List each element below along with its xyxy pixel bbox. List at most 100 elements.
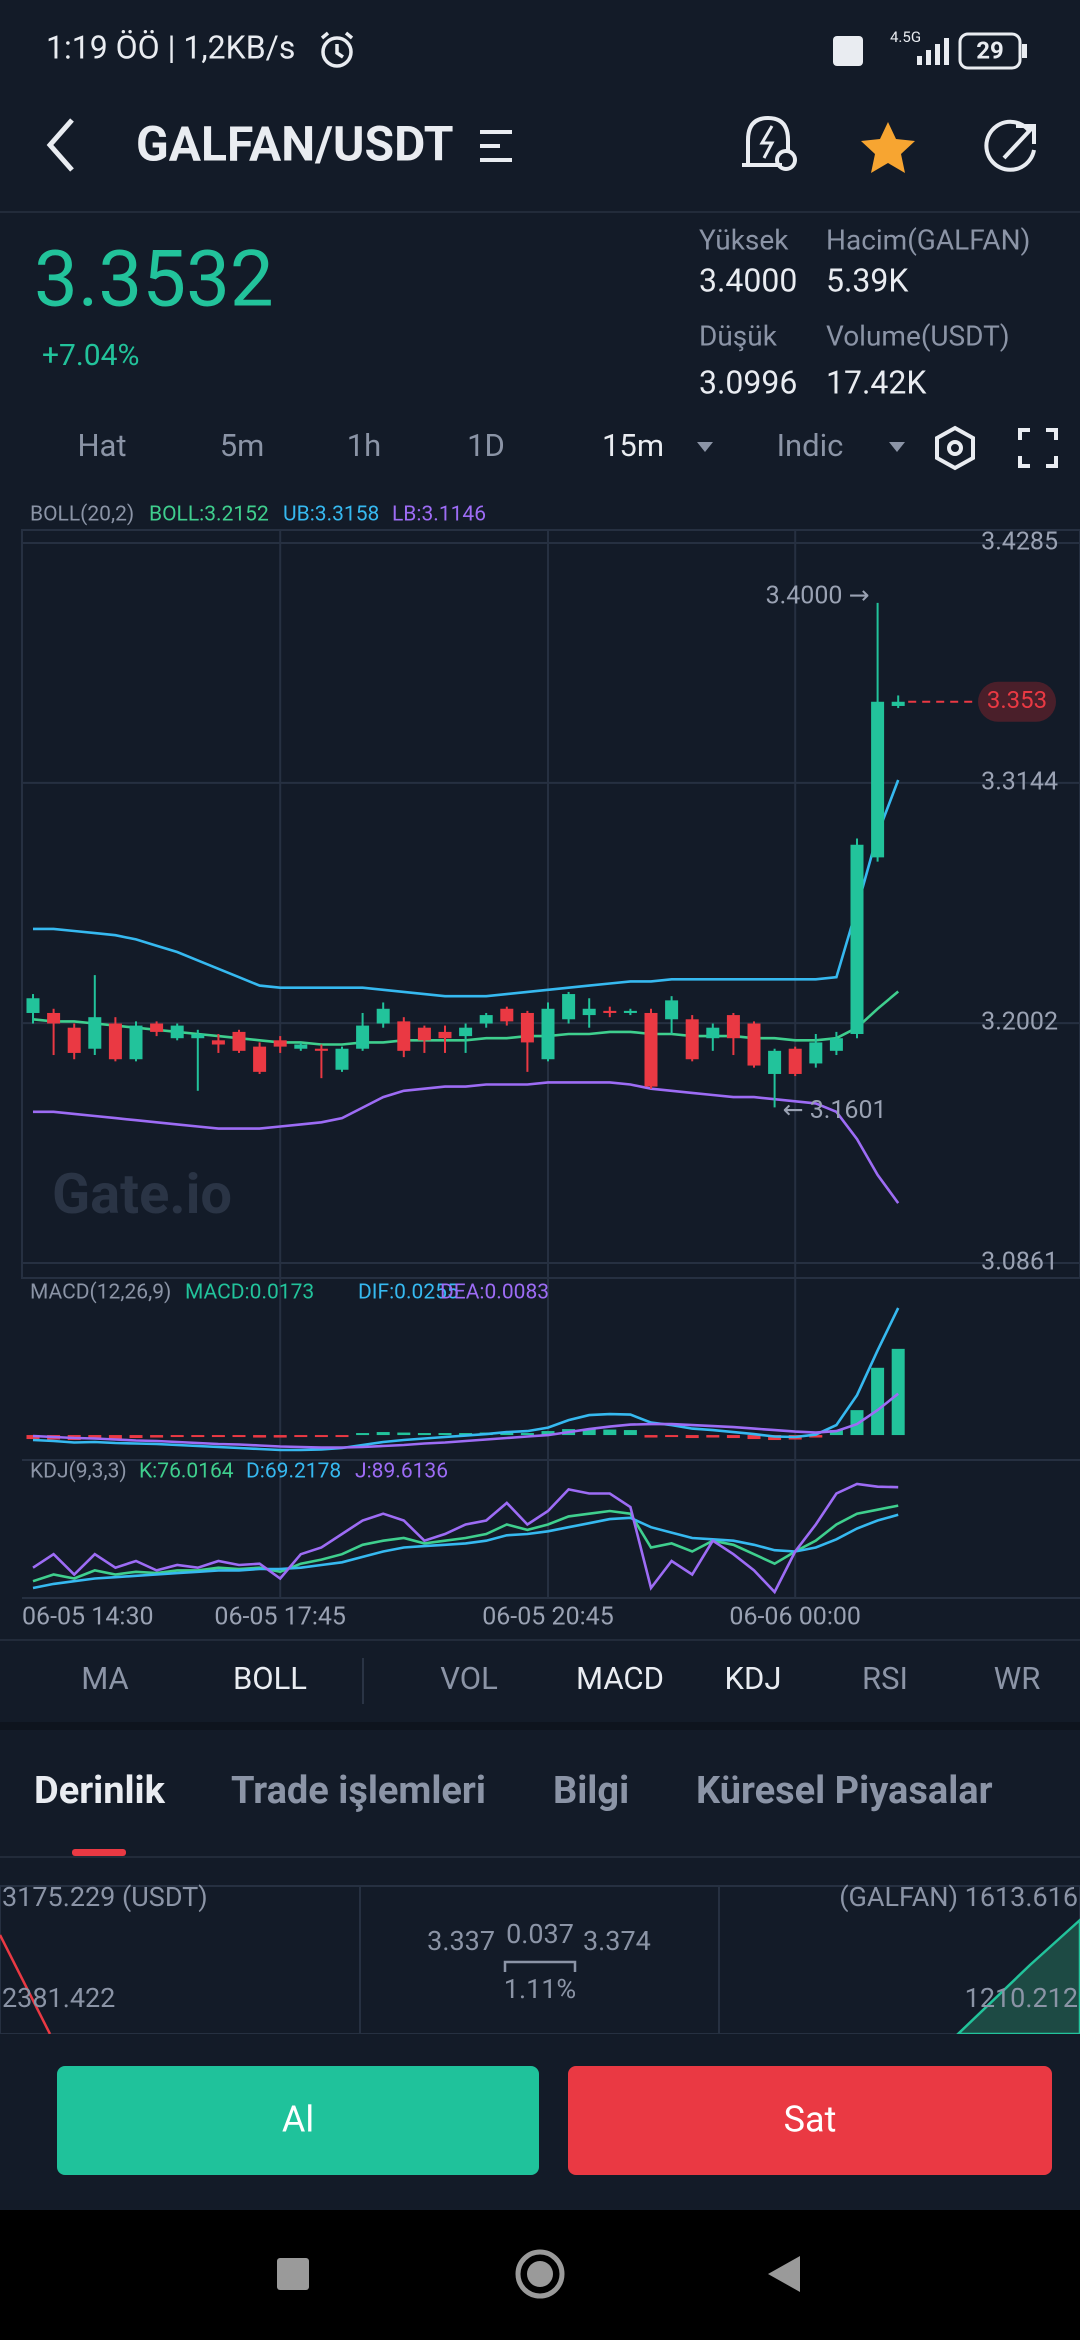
pair-title[interactable]: GALFAN/USDT <box>136 116 453 173</box>
y-tick-label: 3.2002 <box>981 1008 1058 1037</box>
macd-bar <box>150 1435 164 1438</box>
section-tab[interactable]: Trade işlemleri <box>231 1769 486 1813</box>
candle-body <box>623 1010 637 1013</box>
pair-menu-icon[interactable] <box>480 130 512 162</box>
macd-bar <box>891 1348 905 1436</box>
candle-body <box>829 1038 843 1051</box>
kdj-legend: J:89.6136 <box>355 1460 448 1484</box>
network-type: 4.5G <box>890 28 921 46</box>
low-annotation: ← 3.1601 <box>783 1096 887 1125</box>
candle-body <box>479 1015 493 1024</box>
volume-base-value: 5.39K <box>826 261 909 299</box>
spread: 0.037 <box>506 1918 574 1950</box>
section-tab[interactable]: Bilgi <box>553 1769 629 1813</box>
macd-bar <box>438 1433 452 1436</box>
share-icon[interactable] <box>984 119 1036 172</box>
chart-settings-icon[interactable] <box>935 425 975 471</box>
macd-bar <box>603 1429 617 1436</box>
candle-body <box>314 1048 328 1051</box>
buy-button[interactable] <box>57 2066 539 2175</box>
high-annotation: 3.4000 → <box>766 582 870 611</box>
candle-body <box>273 1040 287 1047</box>
boll-legend: LB:3.1146 <box>392 503 486 527</box>
timeframe-tab[interactable]: 1h <box>347 427 382 464</box>
candle-body <box>809 1042 823 1064</box>
high-value: 3.4000 <box>699 261 797 299</box>
candle-body <box>665 1000 679 1020</box>
dropdown-arrow[interactable] <box>697 442 713 452</box>
tab-indicator <box>72 1849 126 1856</box>
spread-percent: 1.11% <box>504 1973 576 2005</box>
section-tab[interactable]: Küresel Piyasalar <box>696 1769 993 1813</box>
bid-depth-curve <box>0 1934 52 2035</box>
timeframe-tab[interactable]: Hat <box>77 427 126 464</box>
ask-total: (GALFAN) 1613.616 <box>839 1881 1078 1913</box>
last-price-tag <box>978 681 1056 722</box>
back-button[interactable] <box>46 118 74 172</box>
candle-body <box>788 1048 802 1074</box>
price-alert-icon[interactable] <box>742 115 797 171</box>
candle-body <box>685 1019 699 1060</box>
home-button-dot[interactable] <box>527 2261 553 2287</box>
boll-title: BOLL(20,2) <box>30 503 134 527</box>
fullscreen-icon[interactable] <box>1018 428 1058 468</box>
x-tick-label: 06-05 14:30 <box>22 1603 154 1632</box>
timeframe-tab-active[interactable]: 15m <box>602 427 664 464</box>
last-price-label: 3.353 <box>987 686 1047 714</box>
macd-line <box>32 1392 900 1449</box>
indicator-tab-active[interactable]: MACD <box>576 1660 664 1697</box>
candle-body <box>644 1012 658 1087</box>
candle-body <box>562 994 576 1020</box>
candle-body <box>747 1023 761 1066</box>
sell-label[interactable]: Sat <box>784 2099 837 2141</box>
indicator-tab[interactable]: MA <box>81 1660 129 1697</box>
macd-legend: MACD:0.0173 <box>185 1281 314 1305</box>
home-button[interactable] <box>515 2249 565 2299</box>
indicator-tab[interactable]: WR <box>994 1660 1041 1697</box>
sell-button[interactable] <box>568 2066 1052 2175</box>
indicator-tab-active[interactable]: KDJ <box>725 1660 782 1697</box>
macd-bar <box>232 1435 246 1438</box>
candle-body <box>232 1031 246 1051</box>
bid-total: 3175.229 (USDT) <box>2 1881 208 1913</box>
buy-label[interactable]: Al <box>282 2099 314 2141</box>
y-tick-label: 3.3144 <box>981 768 1058 797</box>
macd-bar <box>191 1435 205 1438</box>
candle-body <box>726 1015 740 1039</box>
candle-body <box>871 701 885 858</box>
indicator-tab[interactable]: VOL <box>440 1660 498 1697</box>
macd-line <box>32 1307 900 1452</box>
macd-bar <box>644 1435 658 1438</box>
signal-icon <box>917 38 949 65</box>
indicator-dropdown[interactable]: Indic <box>777 427 844 464</box>
favorite-star[interactable] <box>861 122 915 173</box>
kdj-line <box>32 1504 899 1583</box>
timeframe-tab[interactable]: 1D <box>467 427 505 464</box>
macd-bar <box>273 1435 287 1438</box>
macd-bar <box>397 1432 411 1436</box>
indicator-tab[interactable]: RSI <box>862 1660 908 1697</box>
alarm-icon <box>320 31 354 68</box>
candle-body <box>706 1027 720 1039</box>
candle-body <box>26 998 40 1013</box>
candle-body <box>129 1025 143 1060</box>
candle-body <box>47 1012 61 1024</box>
macd-legend: DIF:0.0255 <box>358 1281 459 1305</box>
back-nav-button[interactable] <box>768 2256 800 2292</box>
macd-bar <box>335 1435 349 1438</box>
y-tick-label: 3.0861 <box>981 1248 1058 1277</box>
dropdown-arrow[interactable] <box>889 442 905 452</box>
recent-apps-button[interactable] <box>277 2258 309 2290</box>
volume-quote-value: 17.42K <box>826 363 927 401</box>
indicator-tab-active[interactable]: BOLL <box>233 1660 307 1697</box>
candlestick-chart: 3.4285 3.3144 3.2002 3.0861 06-05 14:30 06-05… <box>22 503 1080 1632</box>
macd-bar <box>356 1433 370 1436</box>
macd-bar <box>170 1435 184 1438</box>
macd-bar <box>376 1432 390 1436</box>
candle-body <box>417 1027 431 1041</box>
macd-bar <box>417 1433 431 1436</box>
timeframe-tab[interactable]: 5m <box>220 427 265 464</box>
macd-bar <box>871 1367 885 1436</box>
section-tab-active[interactable]: Derinlik <box>34 1769 166 1813</box>
battery-tip <box>1022 44 1027 58</box>
